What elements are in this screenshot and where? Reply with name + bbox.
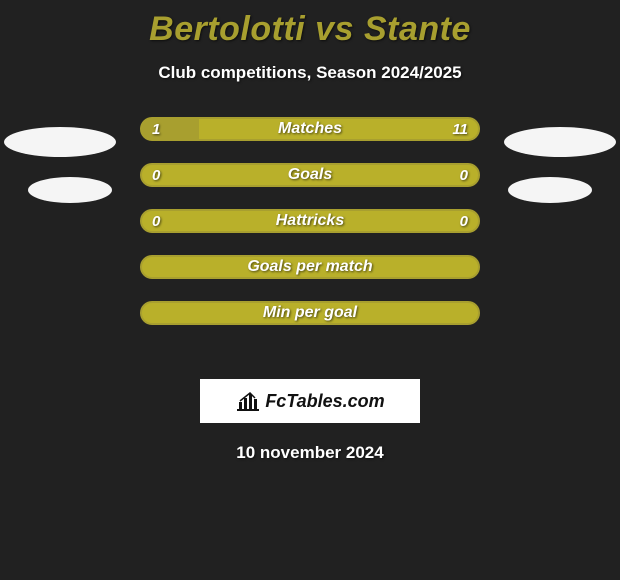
page-title: Bertolotti vs Stante	[0, 0, 620, 49]
stat-label: Goals per match	[142, 257, 478, 277]
player-right-ellipse-2	[508, 177, 592, 203]
stat-label: Goals	[142, 165, 478, 185]
stat-bar-hattricks: 0 Hattricks 0	[140, 209, 480, 233]
page-subtitle: Club competitions, Season 2024/2025	[0, 63, 620, 83]
stat-value-right: 11	[452, 119, 468, 139]
brand-text: FcTables.com	[265, 391, 384, 412]
player-left-ellipse-2	[28, 177, 112, 203]
stat-bars: 1 Matches 11 0 Goals 0 0 Hattricks 0 Goa…	[140, 117, 480, 347]
stat-value-right: 0	[460, 211, 468, 231]
stat-value-right: 0	[460, 165, 468, 185]
stat-bar-goals-per-match: Goals per match	[140, 255, 480, 279]
stat-bar-goals: 0 Goals 0	[140, 163, 480, 187]
bar-chart-icon	[235, 390, 261, 412]
stat-label: Matches	[142, 119, 478, 139]
stat-label: Hattricks	[142, 211, 478, 231]
player-left-ellipse-1	[4, 127, 116, 157]
stat-bar-min-per-goal: Min per goal	[140, 301, 480, 325]
stat-bar-matches: 1 Matches 11	[140, 117, 480, 141]
footer-date: 10 november 2024	[0, 443, 620, 463]
brand-badge: FcTables.com	[200, 379, 420, 423]
comparison-stage: 1 Matches 11 0 Goals 0 0 Hattricks 0 Goa…	[0, 117, 620, 377]
player-right-ellipse-1	[504, 127, 616, 157]
stat-label: Min per goal	[142, 303, 478, 323]
